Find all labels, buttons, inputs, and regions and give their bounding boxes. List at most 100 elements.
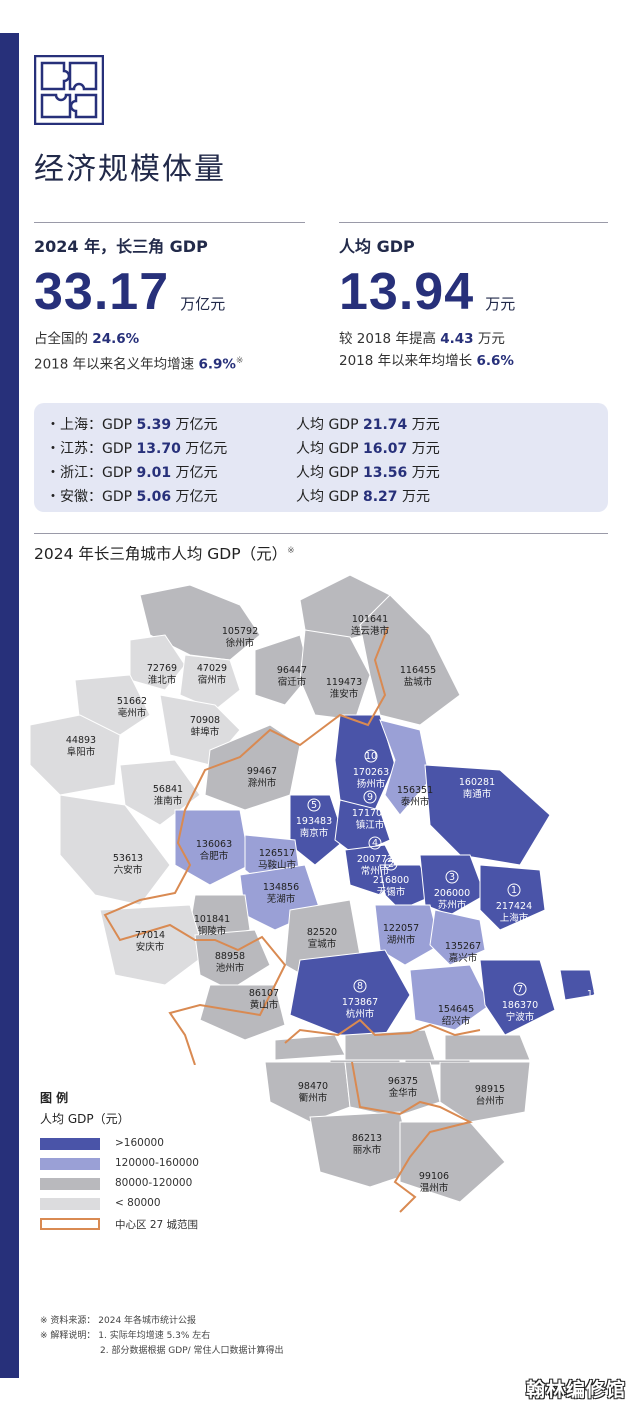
region-liuan bbox=[59, 794, 171, 906]
core-27-cities-boundary bbox=[284, 1018, 481, 1044]
city-name: 六安市 bbox=[114, 864, 143, 876]
rank-badge bbox=[513, 982, 527, 996]
city-value: 160281 bbox=[459, 777, 495, 788]
rank-number: 1 bbox=[511, 885, 517, 896]
city-value: 135267 bbox=[445, 941, 481, 952]
gdp-note: 占全国的 24.6% 2018 年以来名义年均增速 6.9%※ bbox=[34, 328, 243, 376]
rank-badge bbox=[507, 883, 521, 897]
puzzle-icon bbox=[34, 55, 104, 125]
city-name: 安庆市 bbox=[136, 941, 165, 953]
city-value: 96447 bbox=[277, 665, 307, 676]
region-hangzhou bbox=[289, 949, 411, 1036]
per-capita-unit: 万元 bbox=[485, 295, 516, 313]
city-value: 116455 bbox=[400, 665, 436, 676]
region-anqing bbox=[99, 904, 206, 986]
city-value: 99467 bbox=[247, 766, 277, 777]
province-per-capita-row: 人均 GDP 13.56 万元 bbox=[296, 462, 440, 482]
region-lishui bbox=[309, 1111, 416, 1188]
core-27-cities-boundary bbox=[103, 626, 389, 1065]
region-jiaxing bbox=[429, 909, 486, 966]
city-value: 77014 bbox=[135, 930, 165, 941]
region-taizhou-js bbox=[379, 719, 431, 816]
city-name: 常州市 bbox=[361, 865, 390, 877]
rank-number: 2 bbox=[388, 859, 394, 870]
province-per-capita-row: 人均 GDP 21.74 万元 bbox=[296, 414, 440, 434]
gdp-unit: 万亿元 bbox=[180, 441, 228, 457]
province-gdp-value: 5.06 bbox=[136, 489, 172, 505]
city-value: 154645 bbox=[438, 1004, 474, 1015]
legend-item: >160000 bbox=[40, 1137, 340, 1152]
city-name: 连云港市 bbox=[351, 625, 390, 637]
region-shaoxing bbox=[409, 964, 491, 1031]
legend-item: < 80000 bbox=[40, 1197, 340, 1212]
city-name: 蚌埠市 bbox=[191, 726, 220, 738]
city-value: 193483 bbox=[296, 816, 332, 827]
gdp-unit: 万亿元 bbox=[171, 489, 218, 505]
region-shanghai bbox=[479, 864, 546, 931]
region-hefei bbox=[174, 809, 251, 886]
city-name: 宿迁市 bbox=[278, 676, 307, 688]
legend-item: 80000-120000 bbox=[40, 1177, 340, 1192]
city-value: 186370 bbox=[502, 1000, 538, 1011]
city-name: 盐城市 bbox=[404, 676, 433, 688]
region-wuxi bbox=[379, 864, 436, 911]
city-value: 170263 bbox=[353, 767, 389, 778]
city-name: 泰州市 bbox=[401, 796, 430, 808]
per-capita-label: 人均 GDP bbox=[339, 237, 415, 256]
rank-number: 5 bbox=[311, 800, 317, 811]
map-title-text: 2024 年长三角城市人均 GDP（元） bbox=[34, 545, 288, 563]
gdp-share-prefix: 占全国的 bbox=[34, 331, 93, 347]
province-pc-value: 16.07 bbox=[362, 441, 408, 457]
city-value: 82520 bbox=[307, 927, 337, 938]
city-value: 88958 bbox=[215, 951, 245, 962]
legend-swatch bbox=[40, 1178, 100, 1190]
city-value: 173867 bbox=[342, 997, 378, 1008]
gdp-value: 33.17 bbox=[34, 263, 170, 321]
divider bbox=[339, 222, 608, 223]
city-value: 206000 bbox=[434, 888, 470, 899]
city-value: 53613 bbox=[113, 853, 143, 864]
city-value: 51662 bbox=[117, 696, 147, 707]
city-name: 苏州市 bbox=[438, 899, 467, 911]
city-value: 119473 bbox=[326, 677, 362, 688]
gdp-prefix: GDP bbox=[102, 489, 137, 505]
city-name: 南通市 bbox=[463, 788, 492, 800]
city-name: 台州市 bbox=[476, 1095, 505, 1107]
province-gdp-row: ・安徽：GDP 5.06 万亿元 bbox=[46, 486, 218, 506]
pc-unit: 万元 bbox=[407, 417, 440, 433]
city-value: 56841 bbox=[153, 784, 183, 795]
city-name: 亳州市 bbox=[118, 707, 147, 719]
rank-number: 3 bbox=[449, 872, 455, 883]
map-title-mark: ※ bbox=[287, 545, 295, 556]
city-value: 101641 bbox=[352, 614, 388, 625]
city-name: 镇江市 bbox=[356, 819, 385, 831]
per-capita-value-group: 13.94 万元 bbox=[339, 262, 515, 322]
city-value: 72769 bbox=[147, 663, 177, 674]
city-name: 阜阳市 bbox=[67, 746, 96, 758]
gdp-unit: 万亿元 bbox=[171, 417, 218, 433]
city-name: 嘉兴市 bbox=[449, 952, 478, 964]
city-value: 86107 bbox=[249, 988, 279, 999]
legend-label: 80000-120000 bbox=[115, 1177, 193, 1189]
city-value: 189286 bbox=[587, 989, 623, 1000]
city-value: 217424 bbox=[496, 901, 532, 912]
city-name: 徐州市 bbox=[226, 637, 255, 649]
city-value: 70908 bbox=[190, 715, 220, 726]
gdp-prefix: GDP bbox=[102, 465, 137, 481]
pc-unit: 万元 bbox=[407, 465, 440, 481]
province-pc-value: 13.56 bbox=[362, 465, 408, 481]
left-accent-bar bbox=[0, 33, 19, 1378]
city-name: 宁波市 bbox=[506, 1011, 535, 1023]
city-name: 绍兴市 bbox=[442, 1015, 471, 1027]
city-name: 温州市 bbox=[420, 1182, 449, 1194]
pc-increase-prefix: 较 2018 年提高 bbox=[339, 331, 441, 347]
region-nanjing bbox=[289, 794, 346, 866]
city-value: 47029 bbox=[197, 663, 227, 674]
region-wenzhou bbox=[399, 1121, 506, 1203]
city-name: 滁州市 bbox=[248, 777, 277, 789]
divider bbox=[34, 222, 305, 223]
city-name: 黄山市 bbox=[250, 999, 279, 1011]
gdp-label: 2024 年，长三角 GDP bbox=[34, 237, 208, 256]
region-suqian bbox=[254, 634, 311, 706]
